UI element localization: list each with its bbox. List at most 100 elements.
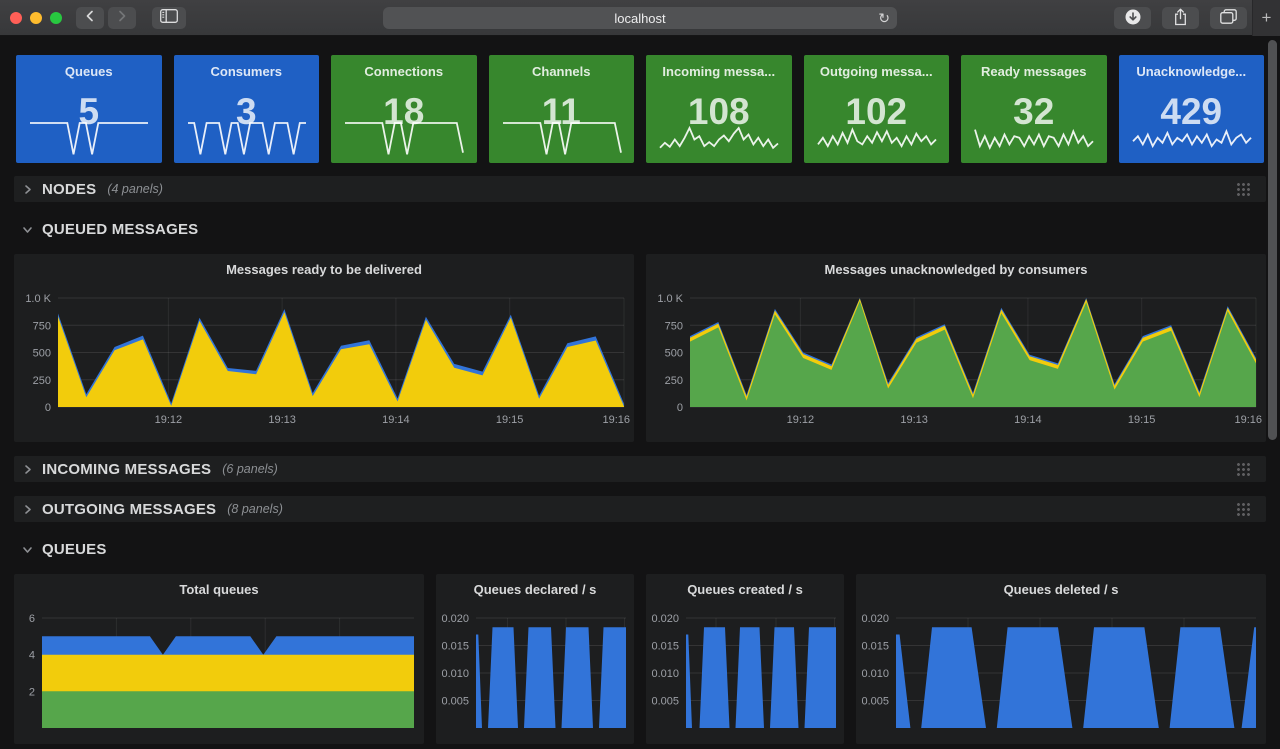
svg-text:0.020: 0.020 xyxy=(441,613,469,625)
panel-title[interactable]: Queues created / s xyxy=(646,574,844,602)
panel-title[interactable]: Total queues xyxy=(14,574,424,602)
sparkline xyxy=(1131,121,1253,158)
panel-queues-declared: Queues declared / s 0.005 0.010 0.015 0.020 xyxy=(436,574,634,744)
messages-unacknowledged-chart[interactable]: 02505007501.0 K19:1219:1319:1419:1519:16 xyxy=(646,282,1266,442)
svg-text:19:13: 19:13 xyxy=(900,414,928,426)
svg-text:500: 500 xyxy=(33,348,51,360)
stat-panel-channels[interactable]: Channels 11 xyxy=(489,55,635,163)
svg-text:750: 750 xyxy=(665,320,683,332)
scrollbar-thumb[interactable] xyxy=(1268,40,1277,440)
svg-text:250: 250 xyxy=(33,375,51,387)
messages-ready-chart[interactable]: 02505007501.0 K19:1219:1319:1419:1519:16 xyxy=(14,282,634,442)
sparkline xyxy=(343,121,465,158)
row-outgoing-messages[interactable]: OUTGOING MESSAGES (8 panels) xyxy=(14,496,1266,522)
sparkline xyxy=(973,121,1095,158)
svg-text:4: 4 xyxy=(29,650,35,662)
svg-text:19:14: 19:14 xyxy=(1014,414,1042,426)
svg-text:0.010: 0.010 xyxy=(441,668,469,680)
svg-text:0: 0 xyxy=(677,402,683,414)
sparkline xyxy=(186,121,308,158)
close-window-button[interactable] xyxy=(10,12,22,24)
panel-messages-ready: Messages ready to be delivered 025050075… xyxy=(14,254,634,442)
address-bar[interactable]: localhost ↻ xyxy=(383,7,897,29)
row-queued-messages[interactable]: QUEUED MESSAGES xyxy=(14,216,1266,242)
svg-text:6: 6 xyxy=(29,613,35,625)
share-button[interactable] xyxy=(1162,7,1199,29)
svg-text:2: 2 xyxy=(29,686,35,698)
svg-text:19:14: 19:14 xyxy=(382,414,410,426)
stat-panel-outgoing-messages[interactable]: Outgoing messa... 102 xyxy=(804,55,950,163)
row-nodes[interactable]: NODES (4 panels) xyxy=(14,176,1266,202)
stat-panel-row: Queues 5 Consumers 3 Connections 18 Chan… xyxy=(16,55,1264,163)
stat-title: Queues xyxy=(16,64,162,79)
svg-text:750: 750 xyxy=(33,320,51,332)
queued-messages-panels: Messages ready to be delivered 0 250 500 75… xyxy=(14,254,1266,442)
downloads-button[interactable] xyxy=(1114,7,1151,29)
browser-toolbar: localhost ↻ + xyxy=(0,0,1280,36)
svg-text:0.015: 0.015 xyxy=(441,641,469,653)
sidebar-icon xyxy=(160,9,178,26)
sparkline xyxy=(28,121,150,158)
sparkline xyxy=(658,121,780,158)
url-text: localhost xyxy=(614,11,665,26)
sparkline xyxy=(816,121,938,158)
svg-text:19:15: 19:15 xyxy=(1128,414,1156,426)
row-incoming-messages[interactable]: INCOMING MESSAGES (6 panels) xyxy=(14,456,1266,482)
svg-text:0.005: 0.005 xyxy=(651,696,679,708)
forward-button[interactable] xyxy=(108,7,136,29)
panel-total-queues: Total queues 2 4 6 xyxy=(14,574,424,744)
svg-text:19:16: 19:16 xyxy=(602,414,630,426)
stat-panel-connections[interactable]: Connections 18 xyxy=(331,55,477,163)
download-icon xyxy=(1124,8,1142,29)
back-button[interactable] xyxy=(76,7,104,29)
row-title: INCOMING MESSAGES xyxy=(42,461,211,478)
svg-text:0.010: 0.010 xyxy=(861,668,889,680)
minimize-window-button[interactable] xyxy=(30,12,42,24)
row-panel-count: (6 panels) xyxy=(222,462,278,476)
queues-created-chart[interactable]: 0.0050.0100.0150.020 xyxy=(646,602,844,744)
svg-text:1.0 K: 1.0 K xyxy=(657,293,683,305)
zoom-window-button[interactable] xyxy=(50,12,62,24)
svg-text:0.005: 0.005 xyxy=(441,696,469,708)
svg-text:500: 500 xyxy=(665,348,683,360)
chevron-right-icon xyxy=(22,184,33,195)
stat-panel-incoming-messages[interactable]: Incoming messa... 108 xyxy=(646,55,792,163)
stat-title: Outgoing messa... xyxy=(804,64,950,79)
stat-panel-ready-messages[interactable]: Ready messages 32 xyxy=(961,55,1107,163)
svg-text:19:12: 19:12 xyxy=(787,414,815,426)
panel-title[interactable]: Queues deleted / s xyxy=(856,574,1266,602)
plus-icon: + xyxy=(1262,8,1272,28)
svg-text:0.020: 0.020 xyxy=(651,613,679,625)
queues-panels: Total queues 2 4 6 Queues declared / s 0.0… xyxy=(14,574,1266,744)
total-queues-chart[interactable]: 2 4 6 xyxy=(14,602,424,744)
drag-handle-icon[interactable] xyxy=(1236,182,1250,196)
panel-title[interactable]: Messages ready to be delivered xyxy=(14,254,634,282)
panel-title[interactable]: Queues declared / s xyxy=(436,574,634,602)
stat-panel-unacknowledged[interactable]: Unacknowledge... 429 xyxy=(1119,55,1265,163)
new-tab-button[interactable]: + xyxy=(1252,0,1280,36)
chevron-right-icon xyxy=(22,464,33,475)
stat-panel-consumers[interactable]: Consumers 3 xyxy=(174,55,320,163)
drag-handle-icon[interactable] xyxy=(1236,462,1250,476)
row-title: OUTGOING MESSAGES xyxy=(42,501,216,518)
svg-text:0.015: 0.015 xyxy=(651,641,679,653)
window-controls xyxy=(10,12,62,24)
stat-title: Unacknowledge... xyxy=(1119,64,1265,79)
chevron-right-icon xyxy=(22,504,33,515)
chevron-right-icon xyxy=(116,10,128,25)
row-queues[interactable]: QUEUES xyxy=(14,536,1266,562)
queues-declared-chart[interactable]: 0.005 0.010 0.015 0.020 xyxy=(436,602,634,744)
row-panel-count: (8 panels) xyxy=(227,502,283,516)
stat-panel-queues[interactable]: Queues 5 xyxy=(16,55,162,163)
sidebar-toggle-button[interactable] xyxy=(152,7,186,29)
sparkline xyxy=(501,121,623,158)
reload-icon[interactable]: ↻ xyxy=(878,9,890,27)
svg-text:0.020: 0.020 xyxy=(861,613,889,625)
svg-text:250: 250 xyxy=(665,375,683,387)
queues-deleted-chart[interactable]: 0.0050.0100.0150.020 xyxy=(856,602,1266,744)
tab-overview-button[interactable] xyxy=(1210,7,1247,29)
drag-handle-icon[interactable] xyxy=(1236,502,1250,516)
panel-title[interactable]: Messages unacknowledged by consumers xyxy=(646,254,1266,282)
stat-title: Consumers xyxy=(174,64,320,79)
grafana-dashboard: Queues 5 Consumers 3 Connections 18 Chan… xyxy=(0,36,1280,744)
